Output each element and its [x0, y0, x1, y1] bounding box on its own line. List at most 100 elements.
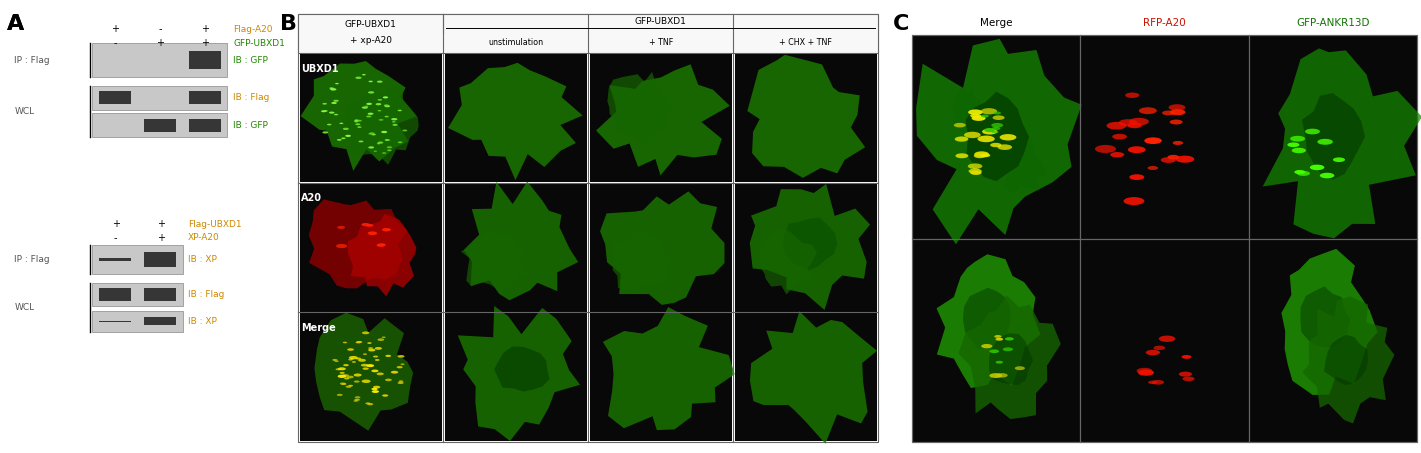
Polygon shape [1002, 138, 1046, 193]
Ellipse shape [999, 134, 1016, 140]
Ellipse shape [358, 359, 365, 362]
Ellipse shape [347, 376, 354, 378]
Ellipse shape [345, 386, 351, 388]
Bar [92, 43, 227, 77]
Ellipse shape [402, 130, 408, 131]
Text: Flag-UBXD1: Flag-UBXD1 [188, 220, 242, 229]
Text: IB : XP: IB : XP [189, 255, 217, 264]
Ellipse shape [367, 103, 372, 105]
Ellipse shape [392, 124, 398, 126]
Polygon shape [917, 39, 1081, 244]
Ellipse shape [980, 115, 989, 117]
Ellipse shape [333, 359, 337, 361]
Ellipse shape [1118, 119, 1137, 126]
Ellipse shape [340, 382, 345, 385]
Ellipse shape [382, 228, 391, 231]
Bar [1080, 35, 1249, 238]
Bar [912, 238, 1080, 442]
Polygon shape [458, 306, 580, 441]
Ellipse shape [1096, 145, 1115, 153]
Ellipse shape [391, 118, 398, 120]
Bar [590, 313, 732, 441]
Ellipse shape [1128, 118, 1150, 125]
Text: C: C [892, 14, 909, 34]
Polygon shape [595, 64, 730, 175]
Ellipse shape [367, 116, 371, 117]
Ellipse shape [1297, 171, 1310, 176]
Ellipse shape [381, 131, 388, 133]
Bar [445, 54, 587, 183]
Text: A20: A20 [301, 193, 323, 203]
Bar [92, 311, 183, 332]
Bar [99, 321, 131, 322]
Bar [298, 14, 878, 442]
Ellipse shape [371, 388, 378, 390]
Ellipse shape [368, 349, 375, 352]
Bar [92, 283, 183, 306]
Text: -: - [158, 24, 162, 34]
Text: RFP-A20: RFP-A20 [1142, 19, 1187, 29]
Ellipse shape [996, 338, 1003, 341]
Text: A: A [7, 14, 24, 34]
Ellipse shape [1287, 142, 1299, 147]
Text: XP-A20: XP-A20 [188, 233, 220, 242]
Ellipse shape [354, 400, 358, 402]
Ellipse shape [354, 120, 358, 122]
Ellipse shape [354, 120, 360, 121]
Text: IP : Flag: IP : Flag [14, 255, 50, 264]
Text: + TNF: + TNF [648, 38, 674, 47]
Ellipse shape [998, 145, 1012, 150]
Ellipse shape [1128, 146, 1145, 153]
Ellipse shape [365, 106, 368, 107]
Ellipse shape [971, 170, 982, 175]
Ellipse shape [323, 103, 327, 105]
Ellipse shape [341, 383, 347, 385]
Ellipse shape [399, 381, 404, 382]
Ellipse shape [334, 361, 338, 362]
Ellipse shape [1113, 134, 1127, 140]
Ellipse shape [1127, 123, 1142, 128]
Ellipse shape [1317, 139, 1333, 145]
Ellipse shape [337, 226, 345, 229]
Polygon shape [603, 307, 735, 430]
Bar [300, 54, 442, 183]
Bar [300, 313, 442, 441]
Polygon shape [448, 63, 583, 180]
Ellipse shape [1107, 122, 1127, 130]
Ellipse shape [371, 134, 377, 135]
Ellipse shape [995, 335, 1002, 338]
Polygon shape [963, 288, 1010, 349]
Ellipse shape [382, 96, 388, 98]
Ellipse shape [1333, 157, 1346, 162]
Ellipse shape [387, 146, 392, 148]
Ellipse shape [362, 74, 365, 76]
Bar [445, 183, 587, 312]
Ellipse shape [348, 356, 358, 359]
Text: IB : GFP: IB : GFP [233, 120, 269, 130]
Text: Merge: Merge [301, 323, 335, 333]
Ellipse shape [1295, 170, 1306, 174]
Text: GFP-UBXD1: GFP-UBXD1 [635, 17, 686, 26]
Polygon shape [750, 311, 877, 444]
Polygon shape [612, 230, 672, 291]
Text: -: - [114, 38, 117, 48]
Ellipse shape [344, 377, 350, 380]
Bar [92, 86, 227, 110]
Ellipse shape [362, 106, 368, 109]
Text: +: + [200, 38, 209, 48]
Ellipse shape [362, 332, 369, 334]
Text: IB : GFP: IB : GFP [233, 56, 269, 64]
Ellipse shape [375, 103, 381, 105]
Ellipse shape [1124, 197, 1144, 205]
Bar [189, 51, 220, 69]
Ellipse shape [1168, 104, 1185, 111]
Ellipse shape [398, 110, 402, 111]
Text: unstimulation: unstimulation [489, 38, 543, 47]
Polygon shape [1303, 296, 1394, 424]
Ellipse shape [338, 375, 347, 378]
Ellipse shape [1138, 107, 1157, 114]
Ellipse shape [980, 108, 998, 115]
Ellipse shape [382, 337, 385, 338]
Bar [735, 54, 877, 183]
Bar [189, 92, 220, 104]
